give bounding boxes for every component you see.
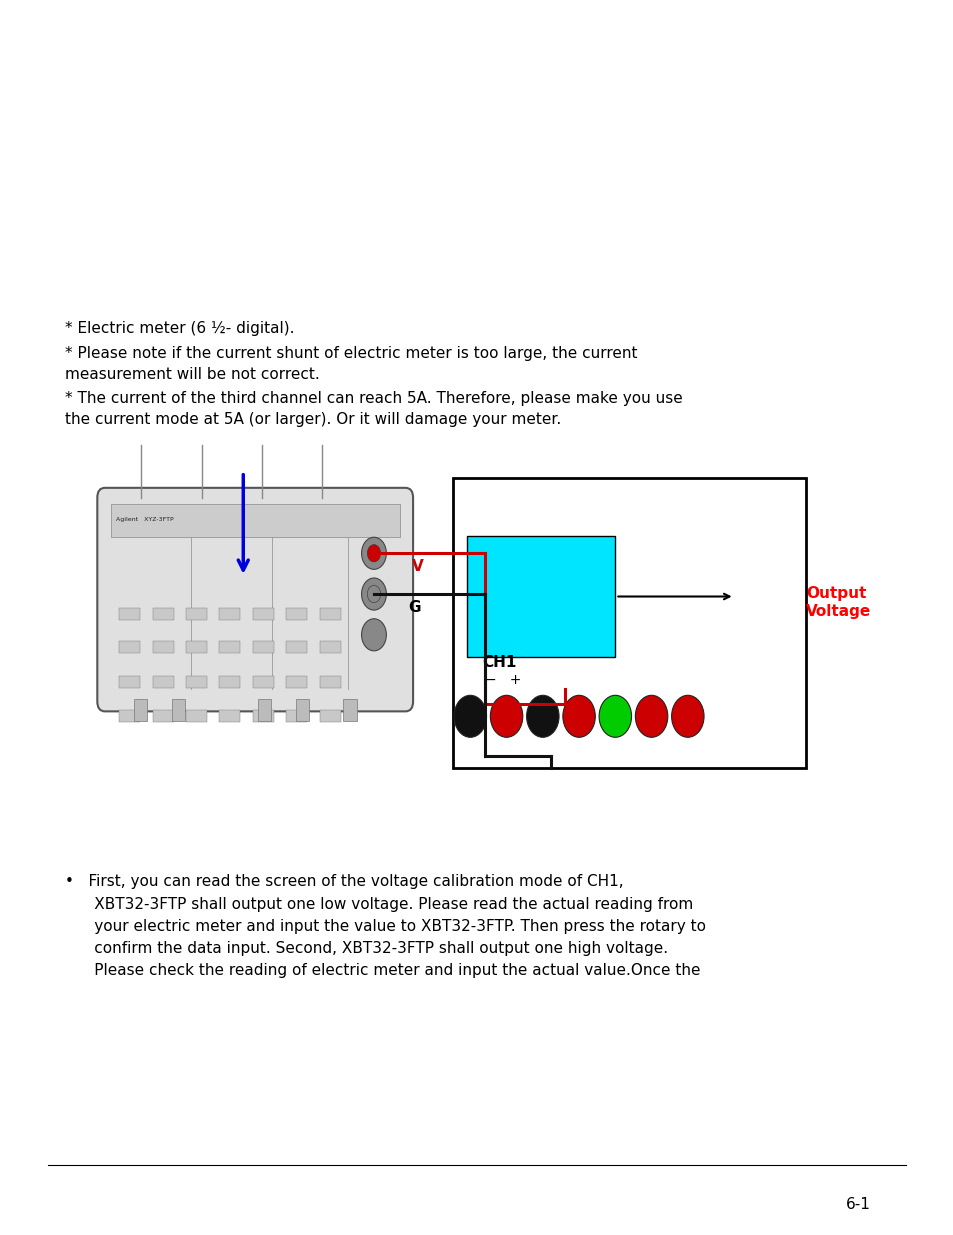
- Text: XBT32-3FTP shall output one low voltage. Please read the actual reading from: XBT32-3FTP shall output one low voltage.…: [65, 897, 693, 911]
- Bar: [319, 608, 340, 620]
- Text: * The current of the third channel can reach 5A. Therefore, please make you use: * The current of the third channel can r…: [65, 391, 682, 406]
- Bar: [319, 641, 340, 653]
- Bar: [186, 608, 207, 620]
- Text: V: V: [412, 559, 423, 574]
- Text: G: G: [408, 600, 420, 615]
- Circle shape: [361, 619, 386, 651]
- Bar: [253, 676, 274, 688]
- Bar: [152, 710, 173, 722]
- Circle shape: [361, 578, 386, 610]
- Text: the current mode at 5A (or larger). Or it will damage your meter.: the current mode at 5A (or larger). Or i…: [65, 412, 560, 427]
- Text: 6-1: 6-1: [845, 1197, 870, 1212]
- Bar: [172, 699, 185, 721]
- Circle shape: [454, 695, 486, 737]
- Bar: [186, 676, 207, 688]
- Bar: [152, 608, 173, 620]
- Bar: [219, 608, 240, 620]
- Text: measurement will be not correct.: measurement will be not correct.: [65, 367, 319, 382]
- Bar: [343, 699, 356, 721]
- Bar: [119, 641, 140, 653]
- Bar: [319, 710, 340, 722]
- Bar: [257, 699, 271, 721]
- Bar: [253, 608, 274, 620]
- Circle shape: [635, 695, 667, 737]
- Bar: [219, 676, 240, 688]
- Text: * Please note if the current shunt of electric meter is too large, the current: * Please note if the current shunt of el…: [65, 346, 637, 361]
- Circle shape: [598, 695, 631, 737]
- Bar: [119, 710, 140, 722]
- Bar: [111, 504, 399, 537]
- Bar: [295, 699, 309, 721]
- Text: Agilent   XYZ-3FTP: Agilent XYZ-3FTP: [116, 517, 173, 522]
- Bar: [286, 710, 307, 722]
- Text: XBT32-3FTP: XBT32-3FTP: [567, 534, 680, 552]
- Bar: [119, 676, 140, 688]
- Text: * Electric meter (6 ½- digital).: * Electric meter (6 ½- digital).: [65, 321, 294, 336]
- Bar: [219, 641, 240, 653]
- Bar: [467, 536, 615, 657]
- Circle shape: [367, 545, 380, 562]
- Bar: [152, 676, 173, 688]
- Circle shape: [671, 695, 703, 737]
- Text: DC Voltage Measurement: DC Voltage Measurement: [129, 521, 377, 540]
- Circle shape: [490, 695, 522, 737]
- Bar: [286, 608, 307, 620]
- Circle shape: [562, 695, 595, 737]
- Bar: [133, 699, 147, 721]
- Bar: [286, 676, 307, 688]
- FancyBboxPatch shape: [97, 488, 413, 711]
- Text: Output
Voltage: Output Voltage: [805, 587, 870, 619]
- Text: your electric meter and input the value to XBT32-3FTP. Then press the rotary to: your electric meter and input the value …: [65, 919, 705, 934]
- Text: •   First, you can read the screen of the voltage calibration mode of CH1,: • First, you can read the screen of the …: [65, 874, 623, 889]
- Bar: [253, 641, 274, 653]
- Circle shape: [367, 585, 380, 603]
- Bar: [219, 710, 240, 722]
- Circle shape: [526, 695, 558, 737]
- Bar: [186, 641, 207, 653]
- Bar: [453, 478, 805, 768]
- Bar: [286, 641, 307, 653]
- Text: confirm the data input. Second, XBT32-3FTP shall output one high voltage.: confirm the data input. Second, XBT32-3F…: [65, 941, 667, 956]
- Bar: [152, 641, 173, 653]
- Bar: [253, 710, 274, 722]
- Bar: [186, 710, 207, 722]
- Text: −   +: − +: [484, 673, 520, 687]
- Circle shape: [361, 537, 386, 569]
- Text: CH1: CH1: [481, 655, 516, 669]
- Bar: [119, 608, 140, 620]
- Text: Please check the reading of electric meter and input the actual value.Once the: Please check the reading of electric met…: [65, 963, 700, 978]
- Bar: [319, 676, 340, 688]
